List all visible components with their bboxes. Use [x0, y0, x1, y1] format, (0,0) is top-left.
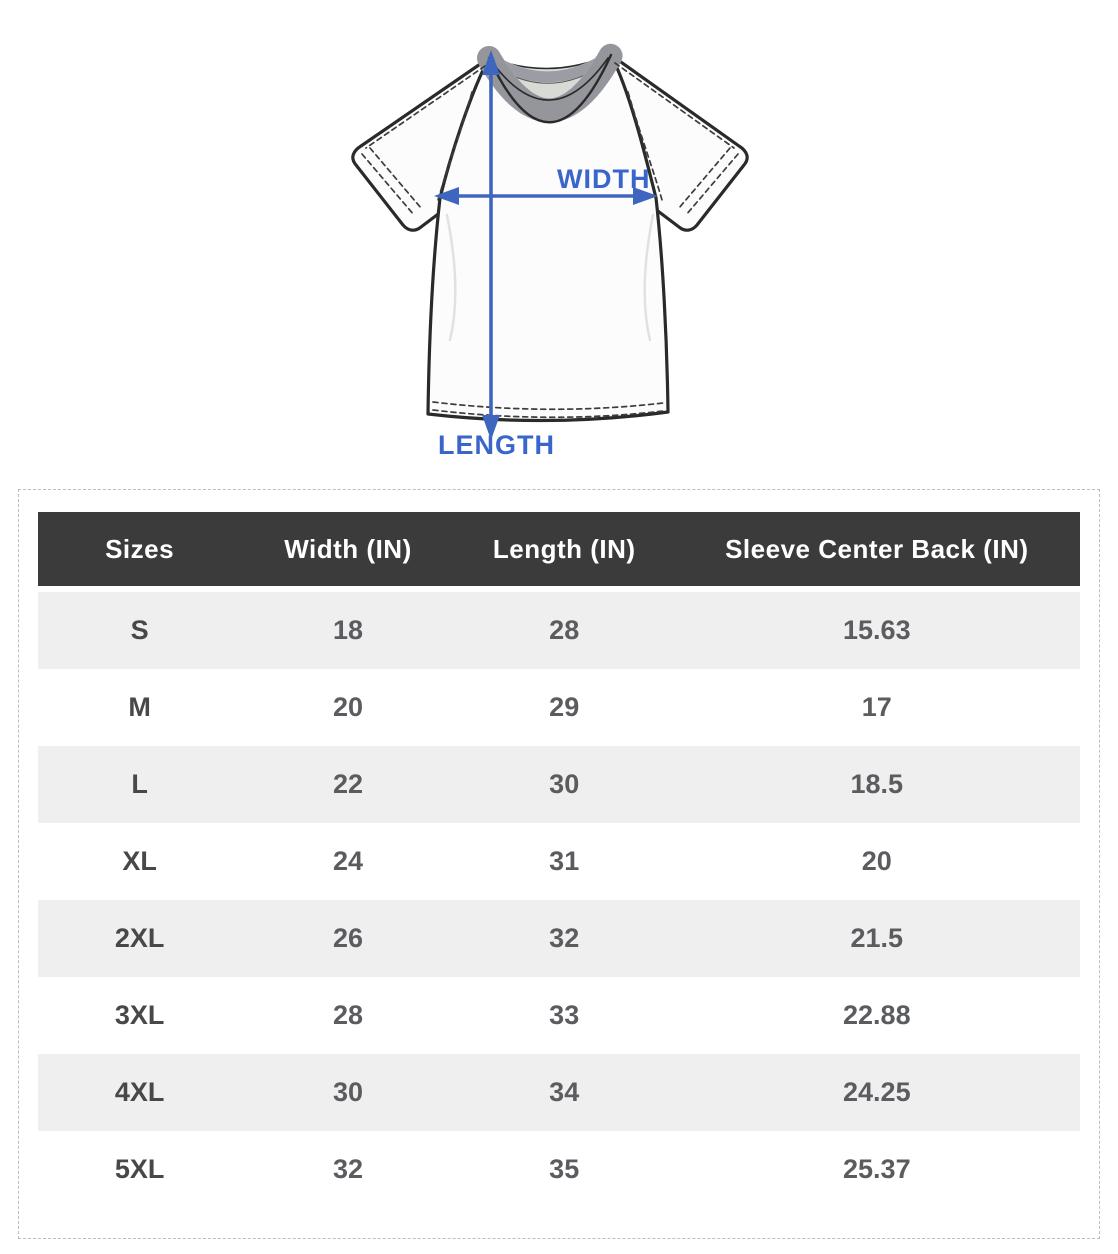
length-cell: 31	[549, 846, 580, 876]
width-cell: 28	[332, 1000, 364, 1030]
header-width: Width (IN)	[241, 512, 455, 592]
header-length: Length (IN)	[454, 512, 674, 592]
header-sizes: Sizes	[38, 512, 242, 592]
length-cell: 30	[454, 746, 674, 823]
table-row: 2XL 26 32 21.5	[38, 900, 1080, 977]
size-cell: 3XL	[114, 1000, 165, 1030]
sleeve-cell: 25.37	[843, 1154, 911, 1184]
length-measure-label: LENGTH	[438, 430, 555, 460]
size-cell: 5XL	[114, 1154, 165, 1184]
table-row: S 18 28 15.63	[38, 589, 1080, 669]
width-cell: 20	[332, 692, 364, 722]
size-cell: XL	[122, 846, 157, 876]
sleeve-cell: 15.63	[673, 589, 1080, 669]
length-arrow	[482, 50, 500, 440]
size-chart-header-row: Sizes Width (IN) Length (IN) Sleeve Cent…	[38, 512, 1080, 592]
length-cell: 29	[549, 692, 580, 722]
width-cell: 18	[241, 589, 455, 669]
table-row: XL 24 31 20	[38, 823, 1080, 900]
tshirt-collar	[477, 43, 623, 124]
width-cell: 22	[241, 746, 455, 823]
width-measure-label: WIDTH	[557, 164, 651, 194]
table-row: 4XL 30 34 24.25	[38, 1054, 1080, 1131]
sleeve-cell: 18.5	[673, 746, 1080, 823]
size-cell: 2XL	[38, 900, 242, 977]
sleeve-cell: 24.25	[673, 1054, 1080, 1131]
width-arrow	[434, 187, 658, 205]
table-row: L 22 30 18.5	[38, 746, 1080, 823]
tshirt-creases	[445, 213, 655, 342]
sleeve-cell: 22.88	[843, 1000, 911, 1030]
tshirt-diagram-icon	[351, 43, 749, 440]
length-cell: 28	[454, 589, 674, 669]
size-cell: L	[38, 746, 242, 823]
width-cell: 26	[241, 900, 455, 977]
table-row: 3XL 28 33 22.88	[38, 977, 1080, 1054]
sleeve-cell: 20	[861, 846, 892, 876]
width-cell: 30	[241, 1054, 455, 1131]
length-cell: 35	[549, 1154, 580, 1184]
size-chart-container: Sizes Width (IN) Length (IN) Sleeve Cent…	[18, 489, 1100, 1239]
size-chart-table: Sizes Width (IN) Length (IN) Sleeve Cent…	[38, 512, 1080, 1208]
sleeve-cell: 21.5	[673, 900, 1080, 977]
length-cell: 34	[454, 1054, 674, 1131]
length-cell: 32	[454, 900, 674, 977]
table-row: M 20 29 17	[38, 669, 1080, 746]
width-cell: 24	[332, 846, 364, 876]
header-sleeve: Sleeve Center Back (IN)	[673, 512, 1080, 592]
sleeve-cell: 17	[861, 692, 892, 722]
tshirt-measurement-diagram: WIDTH LENGTH	[0, 0, 1118, 480]
width-cell: 32	[332, 1154, 364, 1184]
size-cell: S	[38, 589, 242, 669]
length-cell: 33	[549, 1000, 580, 1030]
tshirt-stitching	[361, 62, 739, 419]
table-row: 5XL 32 35 25.37	[38, 1131, 1080, 1208]
size-cell: 4XL	[38, 1054, 242, 1131]
size-cell: M	[128, 692, 151, 722]
